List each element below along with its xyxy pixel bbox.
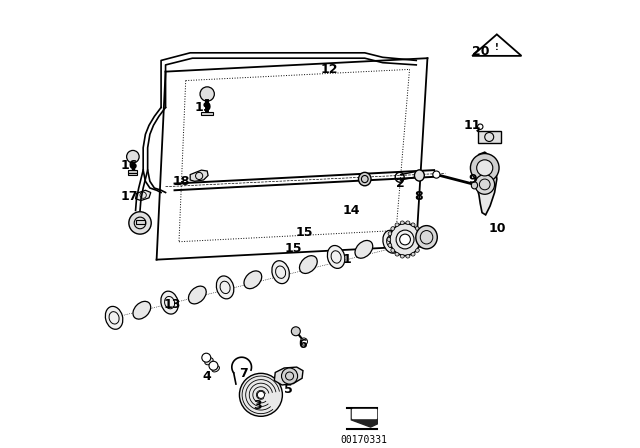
Bar (129, 173, 138, 176)
Text: 18: 18 (173, 175, 190, 188)
Ellipse shape (415, 249, 419, 252)
Polygon shape (351, 408, 378, 427)
Ellipse shape (387, 237, 391, 241)
Circle shape (257, 391, 264, 398)
Ellipse shape (419, 237, 423, 241)
Text: 19: 19 (195, 101, 212, 114)
Circle shape (202, 353, 211, 362)
Text: 6: 6 (298, 338, 307, 351)
Ellipse shape (300, 256, 317, 273)
Ellipse shape (395, 223, 399, 227)
Ellipse shape (416, 226, 437, 249)
Ellipse shape (216, 276, 234, 299)
Polygon shape (275, 367, 303, 385)
Ellipse shape (188, 286, 206, 304)
Circle shape (239, 373, 282, 416)
Ellipse shape (411, 223, 415, 227)
Circle shape (477, 160, 493, 176)
Ellipse shape (388, 232, 392, 236)
Circle shape (200, 87, 214, 101)
Text: 00170331: 00170331 (341, 435, 388, 445)
Ellipse shape (161, 291, 179, 314)
Text: 11: 11 (463, 119, 481, 132)
Text: 15: 15 (284, 242, 302, 255)
Ellipse shape (133, 302, 150, 319)
Ellipse shape (400, 221, 404, 224)
Circle shape (291, 327, 300, 336)
Text: 1: 1 (342, 253, 351, 266)
Ellipse shape (391, 227, 395, 230)
Ellipse shape (358, 172, 371, 186)
Text: 4: 4 (203, 370, 212, 383)
Ellipse shape (400, 254, 404, 258)
Text: 20: 20 (472, 45, 490, 58)
Circle shape (470, 154, 499, 182)
Ellipse shape (395, 252, 399, 256)
Text: 5: 5 (284, 383, 293, 396)
Ellipse shape (396, 230, 414, 249)
Ellipse shape (415, 170, 424, 181)
Text: 12: 12 (320, 63, 338, 76)
Ellipse shape (419, 243, 422, 247)
Circle shape (400, 234, 410, 245)
Text: 10: 10 (488, 222, 506, 235)
Ellipse shape (328, 246, 345, 268)
Ellipse shape (244, 271, 262, 289)
Polygon shape (474, 152, 497, 215)
Polygon shape (136, 190, 151, 201)
Ellipse shape (212, 366, 220, 372)
Ellipse shape (388, 243, 392, 247)
Text: !: ! (495, 43, 499, 52)
Circle shape (127, 151, 139, 163)
Circle shape (209, 361, 218, 370)
Circle shape (282, 368, 298, 384)
Text: 14: 14 (342, 204, 360, 217)
Ellipse shape (355, 241, 372, 258)
Ellipse shape (205, 358, 213, 365)
Text: 17: 17 (121, 190, 138, 203)
Ellipse shape (471, 182, 477, 189)
Circle shape (300, 338, 307, 345)
Text: 13: 13 (164, 298, 181, 311)
Text: 8: 8 (414, 190, 423, 203)
Circle shape (129, 212, 151, 234)
Ellipse shape (406, 221, 410, 224)
Ellipse shape (106, 306, 123, 329)
Text: 7: 7 (239, 367, 248, 380)
Ellipse shape (383, 230, 401, 253)
Text: 2: 2 (396, 177, 405, 190)
Ellipse shape (272, 261, 289, 284)
Ellipse shape (419, 232, 422, 236)
Circle shape (433, 171, 440, 178)
Bar (129, 170, 138, 173)
Text: 9: 9 (468, 172, 477, 185)
Text: 16: 16 (121, 159, 138, 172)
Polygon shape (352, 409, 376, 418)
Bar (201, 112, 214, 116)
Text: 3: 3 (253, 399, 262, 412)
Text: 15: 15 (296, 226, 313, 239)
Ellipse shape (390, 224, 420, 256)
Ellipse shape (406, 254, 410, 258)
Circle shape (477, 124, 483, 129)
Ellipse shape (415, 227, 419, 230)
Ellipse shape (391, 249, 395, 252)
Bar (477, 131, 501, 143)
Bar (136, 220, 145, 224)
Ellipse shape (411, 252, 415, 256)
Polygon shape (190, 170, 208, 181)
Circle shape (475, 175, 495, 194)
